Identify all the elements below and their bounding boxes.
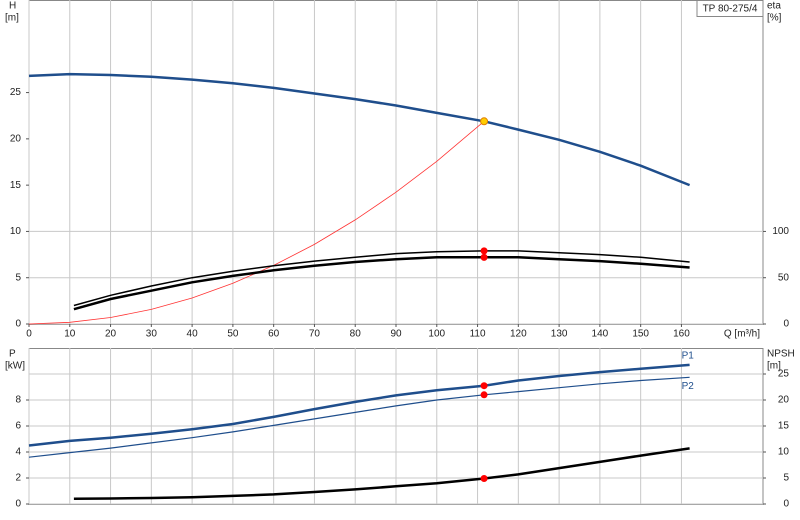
- y-tick-label: 25: [10, 87, 22, 98]
- y2-tick-label: 5: [783, 473, 789, 484]
- x-tick-label: 60: [268, 329, 280, 340]
- y-tick-label: 2: [15, 473, 21, 484]
- x-tick-label: 80: [350, 329, 362, 340]
- y-tick-label: 8: [15, 395, 21, 406]
- y-tick-label: 0: [15, 319, 21, 330]
- y2-tick-label: 0: [783, 499, 789, 510]
- x-tick-label: 70: [309, 329, 321, 340]
- duty-point: [480, 475, 488, 483]
- x-tick-label: 120: [510, 329, 527, 340]
- x-tick-label: 100: [428, 329, 445, 340]
- y-tick-label: 0: [15, 499, 21, 510]
- curve: [73, 256, 690, 311]
- x-tick-label: 110: [470, 329, 486, 340]
- y-tick-label: 4: [15, 447, 21, 458]
- y2-axis-label: NPSH: [767, 349, 795, 360]
- y2-axis-unit: [%]: [767, 13, 782, 24]
- x-tick-label: 30: [146, 329, 158, 340]
- x-tick-label: 160: [673, 329, 690, 340]
- y2-tick-label: 100: [772, 226, 789, 237]
- y-tick-label: 6: [15, 421, 21, 432]
- y-tick-label: 20: [10, 133, 22, 144]
- y2-axis-label: eta: [767, 1, 781, 12]
- y-axis-unit: [kW]: [5, 361, 25, 372]
- x-tick-label: 140: [592, 329, 609, 340]
- y-axis-label: P: [9, 349, 16, 360]
- duty-point: [480, 391, 488, 399]
- x-tick-label: 50: [227, 329, 239, 340]
- x-tick-label: 90: [390, 329, 402, 340]
- duty-point: [480, 382, 488, 390]
- y-axis-unit: [m]: [5, 13, 19, 24]
- y2-tick-label: 0: [783, 319, 789, 330]
- x-tick-label: 10: [64, 329, 76, 340]
- duty-point: [480, 247, 488, 255]
- series-label: P2: [682, 381, 695, 392]
- y-tick-label: 15: [10, 180, 22, 191]
- title-box: [696, 0, 764, 17]
- y2-tick-label: 15: [778, 421, 790, 432]
- x-tick-label: 40: [187, 329, 199, 340]
- curve: [73, 250, 690, 307]
- x-tick-label: 150: [632, 329, 649, 340]
- curve: [28, 363, 690, 447]
- duty-point: [480, 253, 488, 261]
- x-tick-label: 20: [105, 329, 117, 340]
- curve: [28, 72, 691, 187]
- y2-tick-label: 50: [778, 272, 790, 283]
- x-tick-label: 0: [26, 329, 32, 340]
- curve: [28, 376, 690, 458]
- y2-tick-label: 10: [778, 447, 790, 458]
- x-axis-label: Q [m³/h]: [724, 329, 760, 340]
- y2-axis-unit: [m]: [767, 361, 781, 372]
- y-axis-label: H: [9, 1, 16, 12]
- duty-point: [480, 117, 489, 126]
- curve: [73, 447, 690, 501]
- y-tick-label: 5: [15, 272, 21, 283]
- x-tick-label: 130: [551, 329, 568, 340]
- y-tick-label: 10: [10, 226, 22, 237]
- series-label: P1: [682, 351, 695, 362]
- y2-tick-label: 25: [778, 369, 790, 380]
- chart-title: TP 80-275/4: [703, 4, 758, 15]
- y2-tick-label: 20: [778, 395, 790, 406]
